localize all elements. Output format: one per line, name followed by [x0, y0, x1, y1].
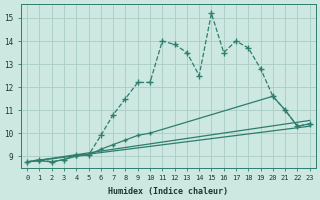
X-axis label: Humidex (Indice chaleur): Humidex (Indice chaleur) — [108, 187, 228, 196]
